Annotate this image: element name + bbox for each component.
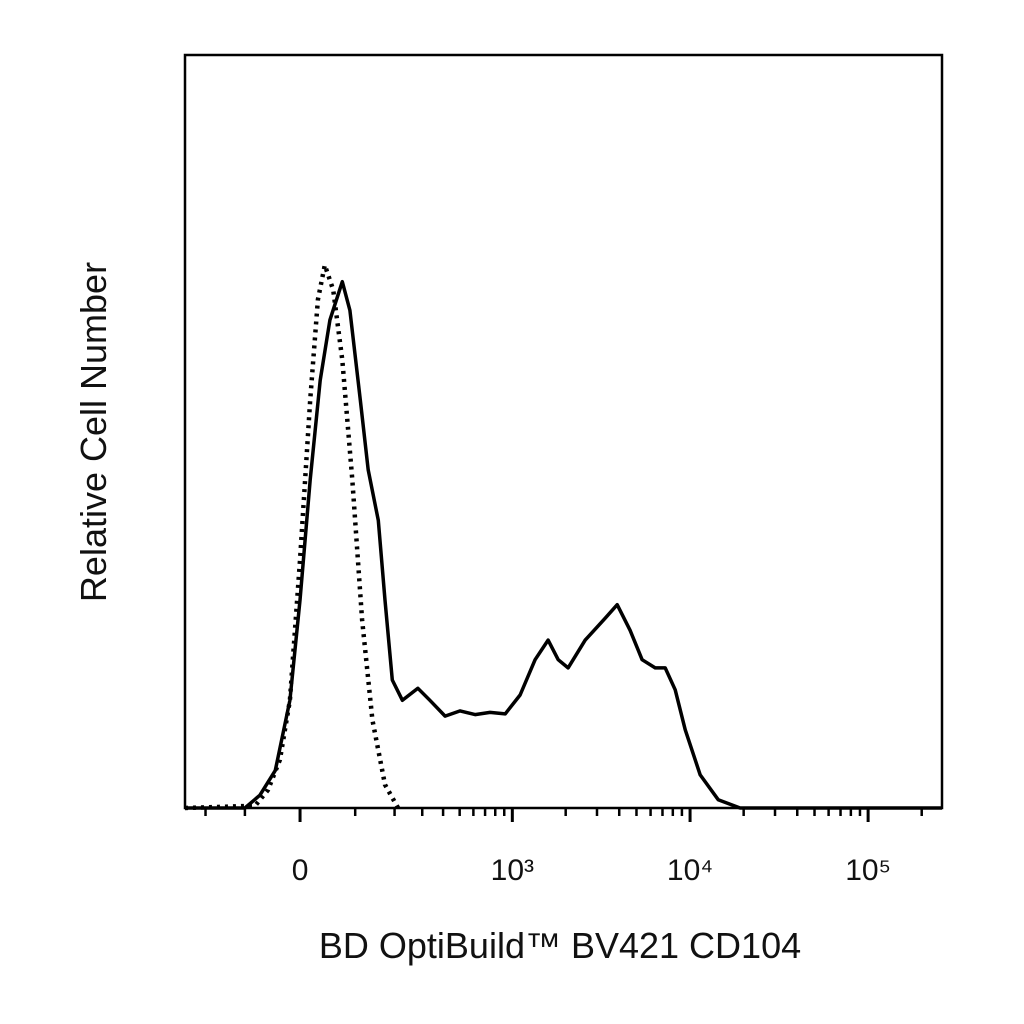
- y-axis-label: Relative Cell Number: [73, 262, 114, 602]
- x-tick-label: 10³: [491, 854, 534, 887]
- x-tick-label: 10⁵: [845, 854, 891, 887]
- histogram-line: [185, 279, 942, 810]
- x-tick-label: 0: [292, 854, 309, 887]
- x-axis-label: BD OptiBuild™ BV421 CD104: [319, 925, 801, 966]
- x-tick-label: 10⁴: [667, 854, 713, 887]
- histogram-line: [184, 262, 401, 811]
- plot-frame: [183, 53, 944, 810]
